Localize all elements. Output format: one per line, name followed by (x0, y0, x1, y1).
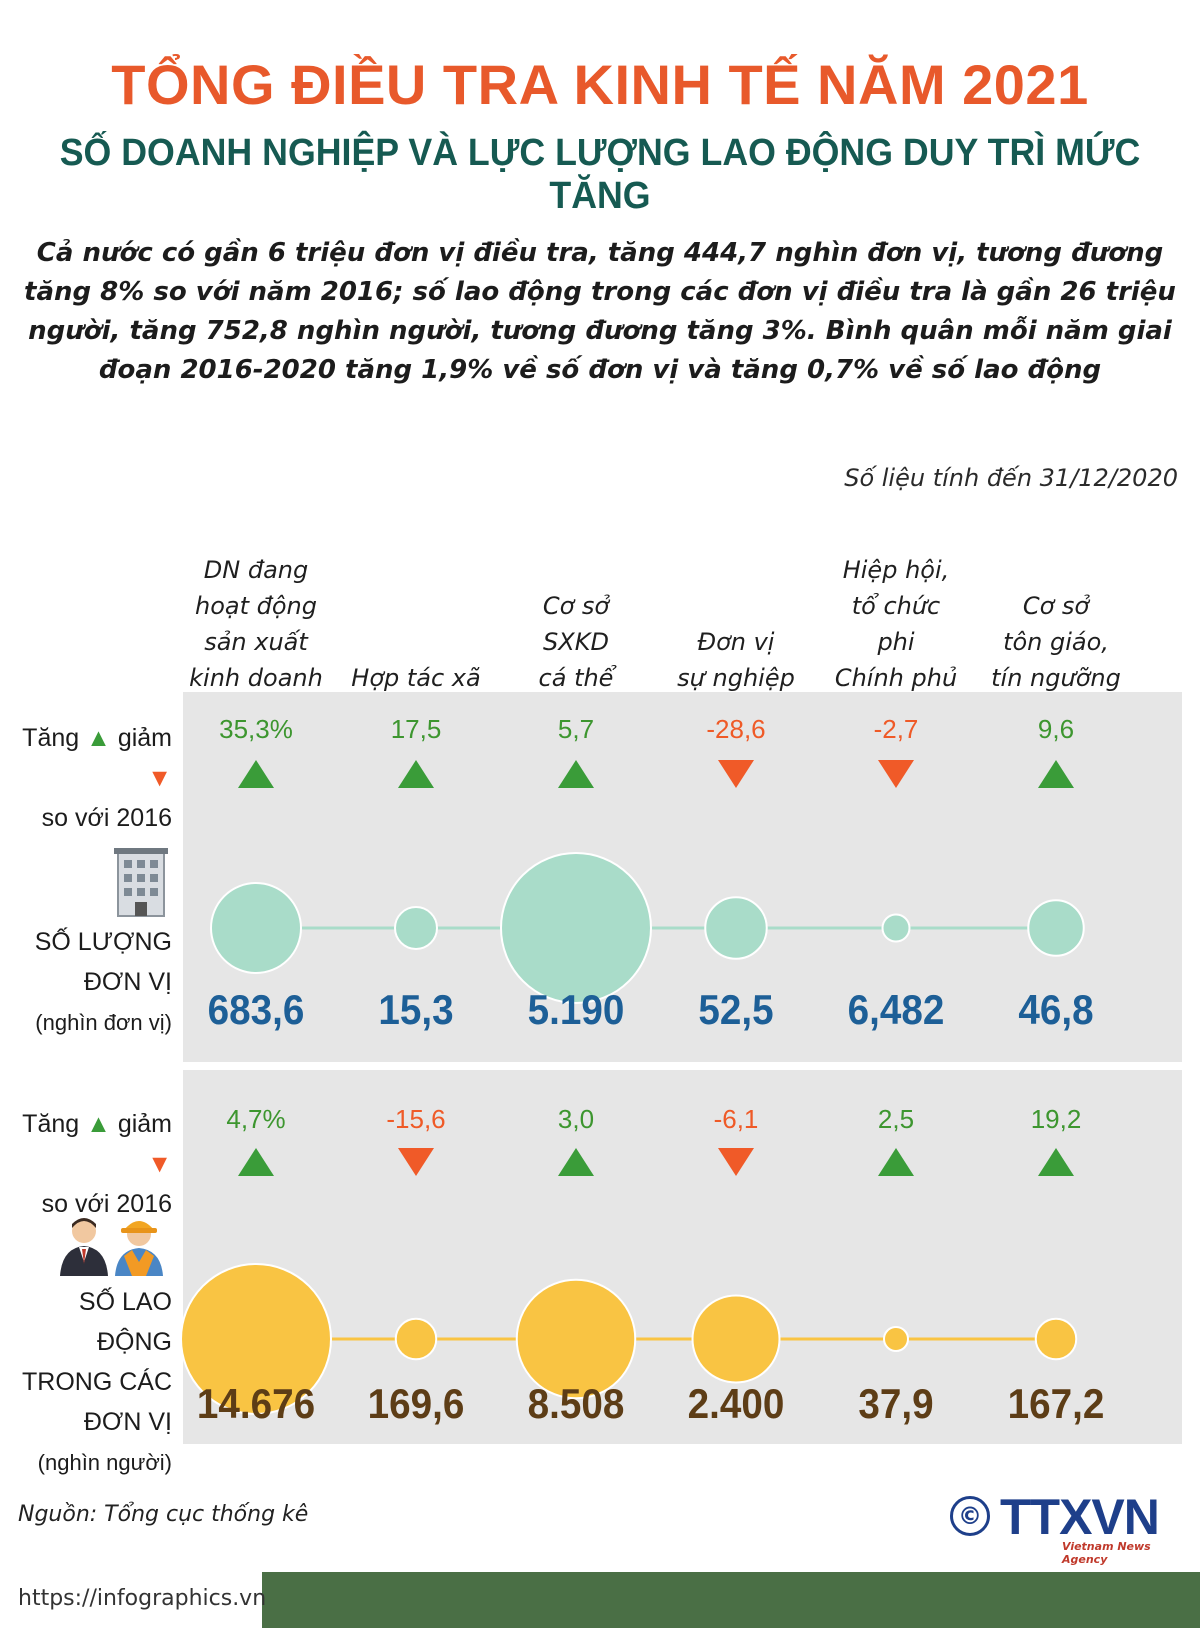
change-label: -28,6 (706, 714, 766, 744)
labor-row-title: SỐ LAO ĐỘNG TRONG CÁC ĐƠN VỊ (nghìn ngườ… (0, 1282, 172, 1483)
units-bubble (210, 882, 302, 974)
value-label: 52,5 (698, 986, 774, 1033)
units-title-line2: ĐƠN VỊ (83, 968, 172, 996)
value-label: 5.190 (527, 986, 625, 1033)
labor-bubble (883, 1326, 909, 1352)
triangle-up-icon (238, 760, 274, 788)
as-of-date: Số liệu tính đến 31/12/2020 (844, 464, 1178, 492)
triangle-up-icon (238, 1148, 274, 1176)
change-label: 5,7 (557, 714, 595, 744)
change-label: 2,5 (877, 1104, 915, 1134)
triangle-up-icon: ▲ (86, 724, 111, 752)
column-header: Đơn vị sự nghiệp (677, 628, 795, 692)
triangle-down-icon (878, 760, 914, 788)
construction-worker-icon (115, 1221, 163, 1276)
units-bubble (881, 913, 911, 943)
labor-title-line2: TRONG CÁC (22, 1368, 172, 1396)
change-label: -2,7 (873, 714, 919, 744)
units-bubble (394, 906, 438, 950)
units-bubble (1027, 899, 1085, 957)
increase-label: Tăng (22, 724, 80, 752)
value-label: 169,6 (367, 1380, 465, 1427)
column-header: DN đang hoạt động sản xuất kinh doanh (189, 556, 323, 692)
units-bubble (500, 852, 652, 1004)
office-building-icon (114, 848, 168, 917)
businessman-icon (60, 1218, 108, 1276)
triangle-down-icon (718, 1148, 754, 1176)
triangle-up-icon (1038, 1148, 1074, 1176)
triangle-down-icon (398, 1148, 434, 1176)
column-header: Hiệp hội, tổ chức phi Chính phủ (834, 556, 958, 692)
triangle-down-icon: ▼ (147, 764, 172, 792)
labor-bubble (515, 1278, 637, 1400)
labor-bubble (394, 1317, 438, 1361)
triangle-up-icon (398, 760, 434, 788)
change-label: -15,6 (386, 1104, 446, 1134)
value-label: 8.508 (527, 1380, 625, 1427)
change-suffix: so với 2016 (41, 1190, 172, 1218)
value-label: 14.676 (196, 1380, 316, 1427)
labor-bubble (180, 1263, 332, 1415)
labor-unit: (nghìn người) (37, 1450, 172, 1475)
page-subtitle: SỐ DOANH NGHIỆP VÀ LỰC LƯỢNG LAO ĐỘNG DU… (59, 132, 1141, 217)
ttxvn-logo: © TTXVN Vietnam News Agency (950, 1488, 1180, 1566)
labor-panel (183, 1070, 1182, 1444)
column-header: Cơ sở SXKD cá thể (538, 592, 614, 692)
column-header: Hợp tác xã (351, 664, 481, 692)
value-label: 15,3 (378, 986, 454, 1033)
value-label: 46,8 (1018, 986, 1094, 1033)
units-unit: (nghìn đơn vị) (35, 1010, 172, 1035)
change-suffix: so với 2016 (41, 804, 172, 832)
intro-paragraph: Cả nước có gần 6 triệu đơn vị điều tra, … (24, 238, 1176, 385)
labor-bubble (1034, 1317, 1078, 1361)
labor-bubble (691, 1294, 781, 1384)
value-label: 683,6 (207, 986, 305, 1033)
value-label: 6,482 (847, 986, 945, 1033)
logo-text: TTXVN (1000, 1489, 1160, 1545)
triangle-up-icon: ▲ (86, 1110, 111, 1138)
change-label: 17,5 (390, 714, 442, 744)
units-bubble (704, 896, 768, 960)
triangle-up-icon (878, 1148, 914, 1176)
labor-title-line1: SỐ LAO ĐỘNG (78, 1288, 172, 1356)
value-label: 167,2 (1007, 1380, 1105, 1427)
column-header: Cơ sở tôn giáo, tín ngưỡng (991, 592, 1121, 692)
change-label: 4,7% (226, 1104, 286, 1134)
labor-change-label: Tăng ▲ giảm ▼ so với 2016 (0, 1104, 172, 1224)
triangle-down-icon: ▼ (147, 1150, 172, 1178)
triangle-down-icon (718, 760, 754, 788)
units-change-label: Tăng ▲ giảm ▼ so với 2016 (0, 718, 172, 838)
footer-url[interactable]: https://infographics.vn (18, 1586, 267, 1611)
value-label: 2.400 (687, 1380, 785, 1427)
increase-label: Tăng (22, 1110, 80, 1138)
page-title: TỔNG ĐIỀU TRA KINH TẾ NĂM 2021 (111, 53, 1089, 116)
change-label: 19,2 (1030, 1104, 1082, 1134)
decrease-label: giảm (117, 724, 172, 752)
triangle-up-icon (1038, 760, 1074, 788)
triangle-up-icon (558, 1148, 594, 1176)
source-note: Nguồn: Tổng cục thống kê (18, 1502, 309, 1527)
footer-url-box (0, 1572, 262, 1628)
decrease-label: giảm (117, 1110, 172, 1138)
logo-subtitle: Vietnam News Agency (1062, 1540, 1151, 1566)
change-label: -6,1 (713, 1104, 759, 1134)
footer-bar: https://infographics.vn (0, 1572, 1200, 1628)
change-label: 35,3% (219, 714, 293, 744)
units-title-line1: SỐ LƯỢNG (34, 928, 172, 956)
units-row-title: SỐ LƯỢNG ĐƠN VỊ (nghìn đơn vị) (0, 922, 172, 1043)
copyright-icon: © (950, 1496, 990, 1536)
value-label: 37,9 (858, 1380, 934, 1427)
units-panel (183, 692, 1182, 1062)
labor-title-line3: ĐƠN VỊ (83, 1408, 172, 1436)
triangle-up-icon (558, 760, 594, 788)
change-label: 3,0 (557, 1104, 595, 1134)
change-label: 9,6 (1037, 714, 1075, 744)
